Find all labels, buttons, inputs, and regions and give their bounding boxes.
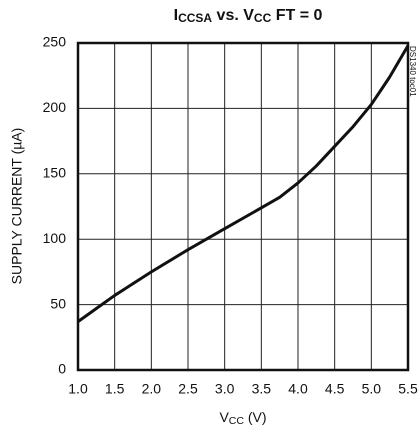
chart-title: ICCSA vs. VCC FT = 0 xyxy=(174,7,323,25)
x-tick-label: 4.5 xyxy=(325,381,345,397)
x-tick-label: 1.5 xyxy=(105,381,125,397)
x-axis-label: VCC (V) xyxy=(219,409,266,427)
y-tick-label: 50 xyxy=(50,295,66,311)
plot-frame xyxy=(76,41,410,372)
text-part: I xyxy=(174,7,178,24)
x-tick-label: 5.0 xyxy=(362,381,382,397)
y-axis-label: SUPPLY CURRENT (µA) xyxy=(9,128,25,285)
subscript: CCSA xyxy=(178,11,212,25)
subscript: CC xyxy=(254,11,272,25)
y-tick-label: 150 xyxy=(43,165,67,181)
x-tick-label: 1.0 xyxy=(68,381,88,397)
x-tick-label: 5.5 xyxy=(398,381,418,397)
y-tick-label: 200 xyxy=(43,99,67,115)
x-tick-label: 2.5 xyxy=(178,381,198,397)
data-line xyxy=(77,44,410,323)
text-part: (V) xyxy=(244,409,267,425)
x-tick-label: 3.0 xyxy=(215,381,235,397)
y-tick-label: 100 xyxy=(43,230,67,246)
text-part: vs. V xyxy=(212,7,254,24)
subscript: CC xyxy=(229,415,245,427)
y-tick-label: 250 xyxy=(43,34,67,50)
x-tick-label: 4.0 xyxy=(288,381,308,397)
y-tick-label: 0 xyxy=(58,361,66,377)
text-part: FT = 0 xyxy=(271,7,322,24)
x-tick-label: 3.5 xyxy=(252,381,272,397)
x-tick-label: 2.0 xyxy=(142,381,162,397)
figure-id: DS1340 toc01 xyxy=(408,46,417,97)
text-part: V xyxy=(219,409,229,425)
